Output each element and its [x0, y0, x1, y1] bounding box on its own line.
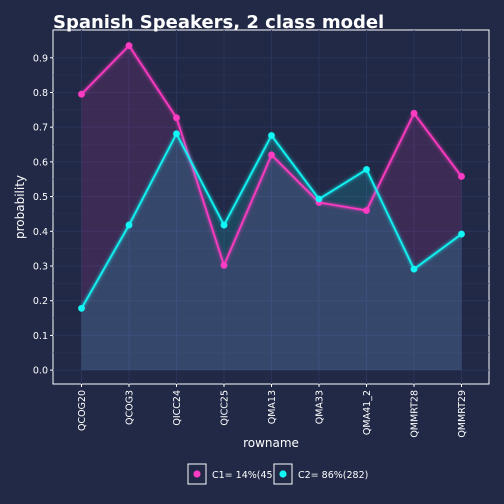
x-tick-label-4: QMA13 — [267, 390, 278, 424]
legend-label-2: C2= 86%(282) — [298, 470, 368, 481]
y-tick-label-5: 0.5 — [33, 192, 48, 203]
area-series-2 — [81, 133, 462, 371]
y-tick-label-7: 0.7 — [33, 123, 48, 134]
x-tick-label-8: QMMRT29 — [457, 390, 468, 438]
x-tick-label-7: QMMRT28 — [410, 390, 421, 438]
x-tick-label-0: QCOG20 — [77, 390, 88, 431]
x-tick-label-5: QMA33 — [315, 390, 326, 424]
point-series-2-QMA13 — [268, 132, 275, 139]
y-tick-label-2: 0.2 — [33, 296, 48, 307]
point-series-1-QMMRT29 — [458, 173, 465, 180]
point-series-2-QMA41_2 — [363, 166, 370, 173]
series-points — [78, 42, 465, 312]
y-tick-label-4: 0.4 — [33, 227, 48, 238]
x-axis-label: rowname — [243, 436, 299, 450]
x-axis-ticks: QCOG20 QCOG3 QICC24 QICC25 QMA13 QMA33 QMA41_2… — [77, 384, 468, 438]
y-axis-ticks: 0.0 0.1 0.2 0.3 0.4 0.5 0.6 0.7 0.8 0.9 — [33, 53, 53, 377]
point-series-2-QICC24 — [173, 130, 180, 138]
point-series-1-QMA13 — [268, 151, 275, 159]
legend: C1= 14%(45) C2= 86%(282) — [187, 463, 368, 485]
grid-lines — [53, 30, 489, 384]
y-tick-label-3: 0.3 — [33, 262, 48, 273]
y-tick-label-8: 0.8 — [33, 88, 48, 99]
point-series-2-QMA33 — [315, 195, 323, 203]
chart-title: Spanish Speakers, 2 class model — [53, 12, 384, 33]
point-series-2-QMMRT28 — [410, 265, 418, 273]
point-series-2-QCOG20 — [78, 304, 85, 312]
legend-marker-2 — [279, 470, 287, 478]
y-tick-label-9: 0.9 — [33, 53, 48, 64]
series-areas — [81, 45, 462, 371]
point-series-2-QICC25 — [220, 221, 228, 229]
point-series-1-QCOG3 — [125, 42, 133, 50]
area-series-1 — [81, 45, 462, 371]
x-tick-label-3: QICC25 — [220, 390, 231, 426]
y-axis-label: probability — [13, 175, 27, 239]
x-tick-label-2: QICC24 — [172, 390, 183, 426]
legend-label-1: C1= 14%(45) — [212, 470, 276, 481]
y-tick-label-6: 0.6 — [33, 157, 48, 168]
y-tick-label-1: 0.1 — [33, 331, 48, 342]
point-series-1-QICC24 — [173, 114, 180, 122]
point-series-1-QCOG20 — [78, 90, 85, 98]
x-tick-label-6: QMA41_2 — [362, 390, 373, 435]
point-series-2-QMMRT29 — [458, 230, 465, 238]
y-tick-label-0: 0.0 — [33, 366, 48, 377]
point-series-1-QICC25 — [220, 261, 228, 269]
point-series-1-QMMRT28 — [410, 109, 418, 117]
point-series-2-QCOG3 — [125, 221, 133, 229]
point-series-1-QMA41_2 — [363, 207, 370, 214]
legend-marker-1 — [193, 470, 201, 478]
x-tick-label-1: QCOG3 — [125, 390, 136, 425]
